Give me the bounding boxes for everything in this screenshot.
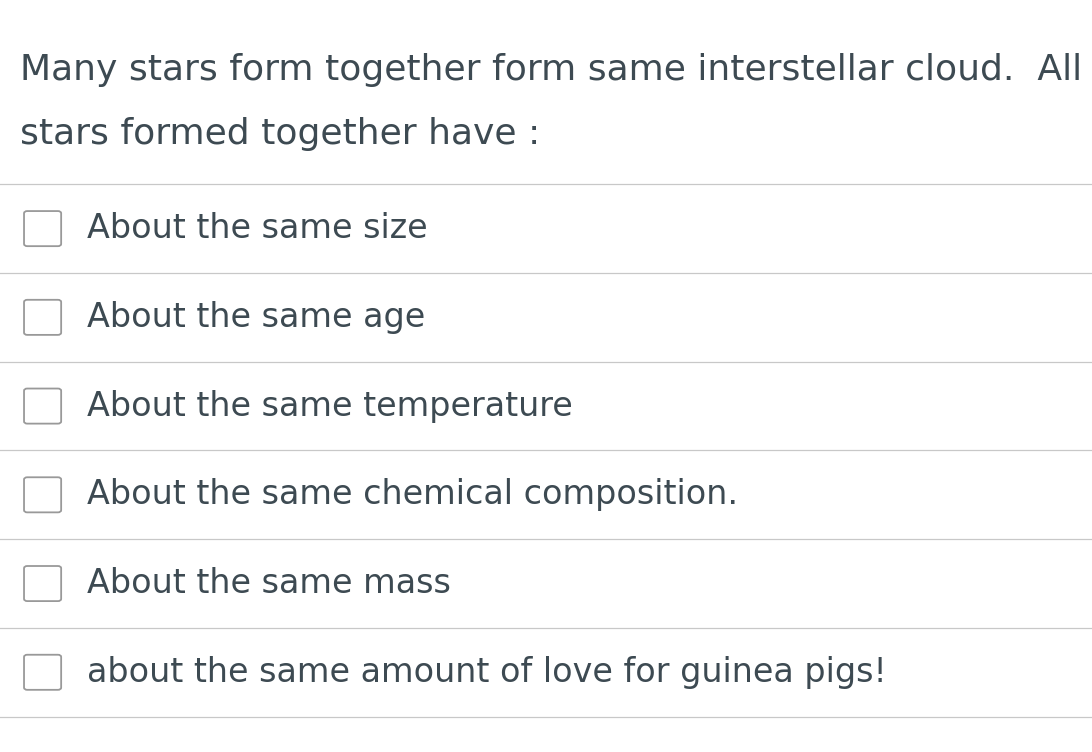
FancyBboxPatch shape xyxy=(24,300,61,335)
Text: Many stars form together form same interstellar cloud.  All the: Many stars form together form same inter… xyxy=(20,53,1092,86)
FancyBboxPatch shape xyxy=(24,389,61,423)
FancyBboxPatch shape xyxy=(24,655,61,690)
Text: About the same size: About the same size xyxy=(87,212,428,245)
Text: About the same mass: About the same mass xyxy=(87,567,451,600)
FancyBboxPatch shape xyxy=(24,211,61,246)
Text: about the same amount of love for guinea pigs!: about the same amount of love for guinea… xyxy=(87,656,887,689)
Text: About the same temperature: About the same temperature xyxy=(87,390,573,423)
FancyBboxPatch shape xyxy=(24,566,61,601)
Text: About the same chemical composition.: About the same chemical composition. xyxy=(87,478,738,511)
Text: stars formed together have :: stars formed together have : xyxy=(20,117,539,150)
Text: About the same age: About the same age xyxy=(87,301,426,334)
FancyBboxPatch shape xyxy=(24,478,61,512)
